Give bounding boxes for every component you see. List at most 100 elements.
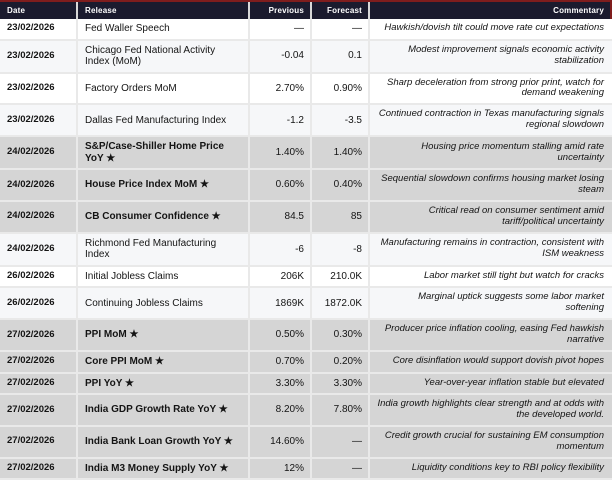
date-cell: 27/02/2026	[0, 458, 78, 479]
release-cell: House Price Index MoM ★	[78, 170, 250, 201]
column-header-forecast: Forecast	[312, 2, 370, 19]
previous-value-cell: 0.60%	[250, 170, 312, 201]
date-cell: 24/02/2026	[0, 233, 78, 265]
previous-value-cell: 8.20%	[250, 395, 312, 425]
forecast-value-cell: 210.0K	[312, 266, 370, 287]
release-cell: S&P/Case-Shiller Home Price YoY ★	[78, 137, 250, 169]
date-cell: 27/02/2026	[0, 426, 78, 457]
commentary-cell: Marginal uptick suggests some labor mark…	[418, 291, 604, 314]
previous-value-cell: 1869K	[250, 288, 312, 319]
release-cell: PPI MoM ★	[78, 320, 250, 351]
table-row: 27/02/2026 India Bank Loan Growth YoY ★ …	[0, 426, 612, 459]
forecast-value-cell: 0.1	[312, 40, 370, 72]
table-row: 27/02/2026 India GDP Growth Rate YoY ★ 8…	[0, 395, 612, 427]
release-cell: Richmond Fed Manufacturing Index	[78, 233, 250, 265]
forecast-value-cell: 85	[312, 202, 370, 232]
release-cell: India GDP Growth Rate YoY ★	[78, 395, 250, 425]
date-cell: 23/02/2026	[0, 73, 78, 104]
commentary-cell: Continued contraction in Texas manufactu…	[378, 108, 604, 131]
release-cell: Core PPI MoM ★	[78, 352, 250, 372]
previous-value-cell: -1.2	[250, 105, 312, 136]
release-cell: Factory Orders MoM	[78, 73, 250, 104]
table-row: 23/02/2026 Factory Orders MoM 2.70% 0.90…	[0, 73, 612, 106]
forecast-value-cell: 0.20%	[312, 352, 370, 372]
commentary-cell: Housing price momentum stalling amid rat…	[421, 140, 604, 163]
date-cell: 23/02/2026	[0, 19, 78, 39]
forecast-value-cell: 0.30%	[312, 320, 370, 351]
column-header-previous: Previous	[250, 2, 312, 19]
table-row: 27/02/2026 PPI YoY ★ 3.30% 3.30% Year-ov…	[0, 373, 612, 396]
column-header-date: Date	[0, 2, 78, 19]
table-row: 26/02/2026 Initial Jobless Claims 206K 2…	[0, 266, 612, 289]
forecast-value-cell: 0.40%	[312, 170, 370, 201]
table-row: 24/02/2026 CB Consumer Confidence ★ 84.5…	[0, 202, 612, 234]
release-cell: CB Consumer Confidence ★	[78, 202, 250, 232]
commentary-cell: Credit growth crucial for sustaining EM …	[384, 429, 604, 452]
table-row: 23/02/2026 Fed Waller Speech — — Hawkish…	[0, 19, 612, 41]
forecast-value-cell: 7.80%	[312, 395, 370, 425]
release-cell: Continuing Jobless Claims	[78, 288, 250, 319]
previous-value-cell: 0.70%	[250, 352, 312, 372]
previous-value-cell: -6	[250, 233, 312, 265]
date-cell: 26/02/2026	[0, 288, 78, 319]
forecast-value-cell: -3.5	[312, 105, 370, 136]
date-cell: 27/02/2026	[0, 320, 78, 351]
table-row: 24/02/2026 Richmond Fed Manufacturing In…	[0, 233, 612, 267]
column-header-commentary: Commentary	[553, 6, 604, 15]
previous-value-cell: 12%	[250, 458, 312, 479]
forecast-value-cell: —	[312, 426, 370, 457]
commentary-cell: Sequential slowdown confirms housing mar…	[381, 173, 604, 196]
forecast-value-cell: 1.40%	[312, 137, 370, 169]
release-cell: Dallas Fed Manufacturing Index	[78, 105, 250, 136]
table-row: 27/02/2026 PPI MoM ★ 0.50% 0.30% Produce…	[0, 320, 612, 353]
commentary-cell: Sharp deceleration from strong prior pri…	[386, 76, 604, 99]
commentary-cell: Modest improvement signals economic acti…	[408, 44, 604, 66]
forecast-value-cell: 1872.0K	[312, 288, 370, 319]
date-cell: 23/02/2026	[0, 105, 78, 136]
previous-value-cell: 2.70%	[250, 73, 312, 104]
column-header-release: Release	[78, 2, 250, 19]
commentary-cell: Year-over-year inflation stable but elev…	[423, 376, 604, 388]
release-cell: Fed Waller Speech	[78, 19, 250, 39]
forecast-value-cell: —	[312, 458, 370, 479]
previous-value-cell: —	[250, 19, 312, 39]
table-header-row: Date Release Previous Forecast Commentar…	[0, 0, 612, 19]
previous-value-cell: 1.40%	[250, 137, 312, 169]
table-row: 27/02/2026 Core PPI MoM ★ 0.70% 0.20% Co…	[0, 352, 612, 374]
date-cell: 26/02/2026	[0, 266, 78, 287]
date-cell: 27/02/2026	[0, 352, 78, 372]
date-cell: 23/02/2026	[0, 40, 78, 72]
table-row: 24/02/2026 House Price Index MoM ★ 0.60%…	[0, 170, 612, 203]
table-row: 23/02/2026 Dallas Fed Manufacturing Inde…	[0, 105, 612, 138]
forecast-value-cell: —	[312, 19, 370, 39]
table-row: 24/02/2026 S&P/Case-Shiller Home Price Y…	[0, 137, 612, 171]
commentary-cell: India growth highlights clear strength a…	[377, 398, 604, 420]
forecast-value-cell: 0.90%	[312, 73, 370, 104]
release-cell: Initial Jobless Claims	[78, 266, 250, 287]
forecast-value-cell: -8	[312, 233, 370, 265]
previous-value-cell: 14.60%	[250, 426, 312, 457]
table-row: 27/02/2026 India M3 Money Supply YoY ★ 1…	[0, 458, 612, 480]
commentary-cell: Liquidity conditions key to RBI policy f…	[411, 462, 604, 474]
previous-value-cell: -0.04	[250, 40, 312, 72]
date-cell: 24/02/2026	[0, 137, 78, 169]
previous-value-cell: 84.5	[250, 202, 312, 232]
date-cell: 27/02/2026	[0, 395, 78, 425]
commentary-cell: Hawkish/dovish tilt could move rate cut …	[384, 22, 604, 34]
release-cell: India Bank Loan Growth YoY ★	[78, 426, 250, 457]
release-cell: Chicago Fed National Activity Index (MoM…	[78, 40, 250, 72]
date-cell: 24/02/2026	[0, 170, 78, 201]
previous-value-cell: 0.50%	[250, 320, 312, 351]
previous-value-cell: 3.30%	[250, 373, 312, 394]
commentary-cell: Critical read on consumer sentiment amid…	[428, 205, 604, 227]
commentary-cell: Core disinflation would support dovish p…	[392, 355, 604, 367]
commentary-cell: Manufacturing remains in contraction, co…	[380, 237, 604, 260]
table-body: 23/02/2026 Fed Waller Speech — — Hawkish…	[0, 19, 612, 480]
commentary-cell: Labor market still tight but watch for c…	[423, 270, 604, 282]
table-row: 23/02/2026 Chicago Fed National Activity…	[0, 40, 612, 74]
table-row: 26/02/2026 Continuing Jobless Claims 186…	[0, 288, 612, 321]
date-cell: 24/02/2026	[0, 202, 78, 232]
date-cell: 27/02/2026	[0, 373, 78, 394]
forecast-value-cell: 3.30%	[312, 373, 370, 394]
